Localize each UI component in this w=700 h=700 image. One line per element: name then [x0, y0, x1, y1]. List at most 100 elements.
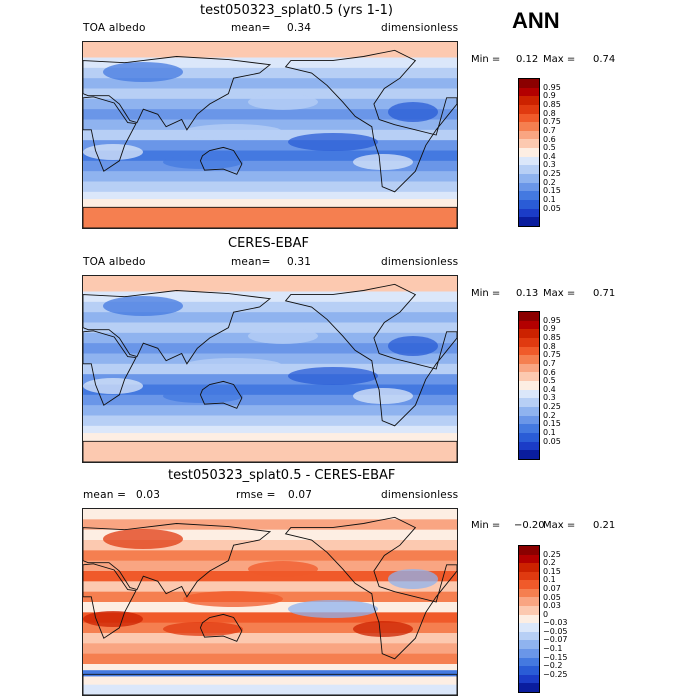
panel-3-rmse-value: 0.07 [288, 489, 313, 501]
colorbar-tick-label: 0.03 [543, 601, 561, 611]
colorbar-swatch [519, 208, 539, 218]
panel-3-title: test050323_splat0.5 - CERES-EBAF [168, 468, 396, 483]
map-field-band [83, 540, 457, 551]
colorbar-swatch [519, 381, 539, 390]
colorbar-swatch [519, 657, 539, 667]
colorbar-tick-label: 0.3 [543, 160, 556, 170]
colorbar-swatch [519, 648, 539, 658]
colorbar-swatch [519, 87, 539, 97]
colorbar-tick-label: 0.1 [543, 195, 556, 205]
coastline [83, 56, 272, 131]
coastline [83, 673, 457, 695]
map-field-blob [353, 621, 413, 637]
colorbar-swatch [519, 563, 539, 572]
panel-3-mean-value: 0.03 [136, 489, 161, 501]
colorbar-swatch [519, 666, 539, 675]
colorbar-swatch [519, 130, 539, 140]
colorbar-swatch [519, 623, 539, 632]
panel-1-min-label: Min = [471, 54, 501, 65]
colorbar-tick-label: 0.2 [543, 410, 556, 420]
map-field-band [83, 150, 457, 162]
colorbar-tick-label: 0.3 [543, 393, 556, 403]
colorbar-tick-label: 0.85 [543, 332, 561, 342]
colorbar-tick-label: 0.5 [543, 143, 556, 153]
colorbar-swatch [519, 96, 539, 105]
colorbar-swatch [519, 640, 539, 649]
colorbar-swatch [519, 199, 539, 209]
map-field-blob [183, 358, 283, 374]
map-field-blob [103, 296, 183, 316]
panel-1-variable-label: TOA albedo [83, 22, 146, 34]
map-field-band [83, 301, 457, 313]
colorbar-tick-label: 0.05 [543, 436, 561, 446]
colorbar-swatch [519, 122, 539, 131]
colorbar-swatch [519, 674, 539, 684]
colorbar-swatch [519, 139, 539, 149]
colorbar-swatch [519, 614, 539, 624]
map-field-blob [353, 388, 413, 404]
map-field-band [83, 684, 457, 695]
map-field-blob [388, 102, 438, 122]
panel-1-map-svg [83, 42, 457, 228]
coastline [83, 206, 457, 228]
map-field-band [83, 312, 457, 323]
map-field-band [83, 374, 457, 385]
map-field-band [83, 602, 457, 613]
panel-1-mean-value: 0.34 [287, 22, 312, 34]
colorbar-swatch [519, 148, 539, 157]
colorbar-swatch [519, 580, 539, 589]
map-field-band [83, 550, 457, 562]
colorbar-tick-label: 0.75 [543, 117, 561, 127]
colorbar-swatch [519, 191, 539, 200]
panel-2-mean-value: 0.31 [287, 256, 312, 268]
map-field-band [83, 119, 457, 131]
panel-3-min-label: Min = [471, 520, 501, 531]
coastline [199, 146, 243, 175]
colorbar-tick-label: 0.95 [543, 315, 561, 325]
colorbar-tick-label: 0.95 [543, 82, 561, 92]
colorbar-tick-label: 0.6 [543, 367, 556, 377]
map-field-band [83, 384, 457, 396]
colorbar-swatch [519, 554, 539, 564]
map-field-band [83, 612, 457, 624]
map-field-band [83, 140, 457, 151]
colorbar-tick-label: 0.6 [543, 134, 556, 144]
panel-1-max-value: 0.74 [593, 54, 616, 65]
map-field-band [83, 441, 457, 462]
colorbar-swatch [519, 389, 539, 399]
season-label: ANN [512, 8, 560, 33]
panel-3-max-label: Max = [543, 520, 576, 531]
map-field-band [83, 633, 457, 644]
map-field-band [83, 405, 457, 416]
map-field-band [83, 88, 457, 100]
map-field-band [83, 291, 457, 303]
coastline [284, 516, 457, 660]
map-field-band [83, 643, 457, 655]
panel-3-max-value: 0.21 [593, 520, 616, 531]
colorbar-swatch [519, 355, 539, 364]
coastline [83, 330, 137, 406]
colorbar-swatch [519, 415, 539, 425]
map-field-blob [288, 133, 378, 151]
panel-2-map-svg [83, 276, 457, 462]
map-field-band [83, 181, 457, 193]
map-field-blob [163, 622, 243, 636]
colorbar-tick-label: −0.2 [543, 661, 563, 671]
colorbar-tick-label: 0.1 [543, 428, 556, 438]
map-field-band [83, 42, 457, 58]
colorbar-swatch [519, 104, 539, 114]
map-field-blob [248, 328, 318, 344]
colorbar-swatch [519, 546, 539, 555]
map-field-band [83, 622, 457, 634]
colorbar-swatch [519, 312, 539, 321]
colorbar-swatch [519, 597, 539, 607]
colorbar-tick-label: 0.05 [543, 203, 561, 213]
colorbar-tick-label: −0.05 [543, 626, 568, 636]
colorbar-swatch [519, 79, 539, 88]
map-field-blob [288, 600, 378, 618]
colorbar-tick-label: 0.25 [543, 549, 561, 559]
panel-1-min-value: 0.12 [516, 54, 539, 65]
colorbar-tick-label: 0.1 [543, 575, 556, 585]
map-field-band [83, 425, 457, 434]
colorbar-tick-label: 0.07 [543, 583, 561, 593]
